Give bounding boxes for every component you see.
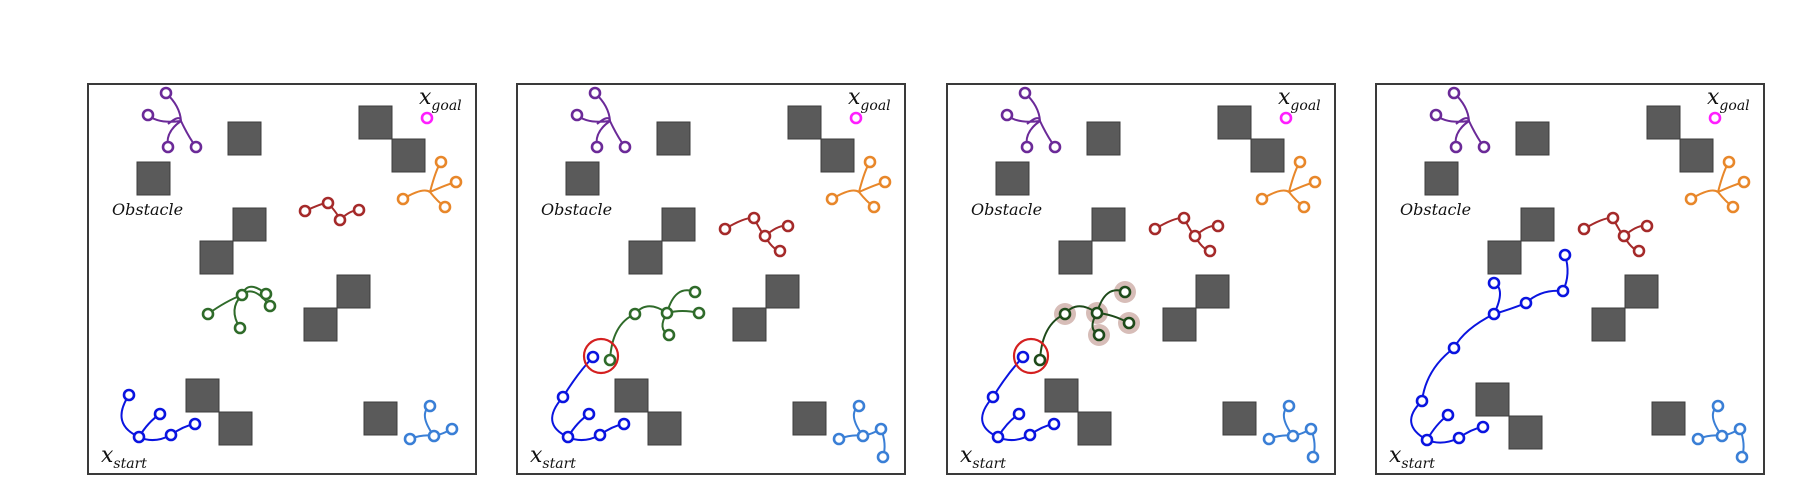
start-tree: [120, 388, 202, 444]
goal-label: xgoal: [419, 85, 462, 114]
goal-label: xgoal: [1707, 85, 1750, 114]
connection-circle: [1012, 337, 1050, 375]
green-tree: [603, 285, 706, 367]
start-label: xstart: [101, 443, 147, 472]
panel-2: xgoal Obstacle xstart: [515, 82, 907, 476]
goal-label: xgoal: [848, 85, 891, 114]
obstacle-label: Obstacle: [541, 200, 612, 219]
panel-4: xgoal Obstacle xstart: [1374, 82, 1766, 476]
obstacle-label: Obstacle: [971, 200, 1042, 219]
start-label: xstart: [530, 443, 576, 472]
obstacle-label: Obstacle: [1400, 200, 1471, 219]
dark-tree: [1033, 285, 1136, 367]
start-label: xstart: [1389, 443, 1435, 472]
start-tree: [981, 350, 1061, 444]
goal-label: xgoal: [1278, 85, 1321, 114]
green-tree: [201, 285, 277, 335]
merged-start-tree: [1410, 248, 1572, 447]
connection-circle: [582, 337, 620, 375]
obstacle-label: Obstacle: [112, 200, 183, 219]
start-label: xstart: [960, 443, 1006, 472]
panel-1: xgoal Obstacle xstart: [86, 82, 478, 476]
start-tree: [551, 350, 631, 444]
panel-3: xgoal Obstacle xstart: [945, 82, 1337, 476]
